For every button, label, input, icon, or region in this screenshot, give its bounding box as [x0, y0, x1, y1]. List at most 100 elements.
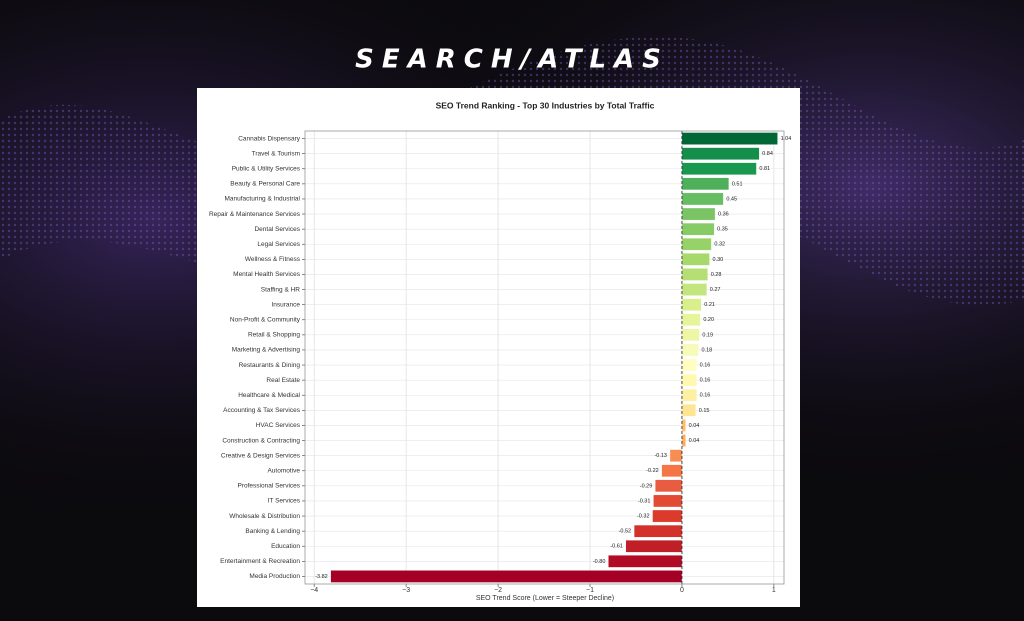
bar-value-label: -0.13 — [654, 453, 667, 459]
chart-title: SEO Trend Ranking - Top 30 Industries by… — [436, 100, 655, 110]
y-tick-label: Education — [271, 543, 300, 550]
brand-logo: SEARCH/ATLAS — [355, 45, 669, 75]
bar — [625, 540, 683, 553]
x-tick-label: −2 — [494, 587, 502, 594]
bar-value-label: -0.52 — [619, 529, 632, 535]
bar — [681, 358, 697, 372]
x-tick-label: −4 — [310, 587, 318, 594]
y-tick-label: Public & Utility Services — [232, 165, 301, 172]
y-tick-label: Wellness & Fitness — [245, 256, 301, 263]
x-tick-label: −3 — [402, 587, 410, 594]
bar-value-label: 0.04 — [689, 438, 700, 444]
y-tick-label: Travel & Tourism — [252, 150, 300, 157]
bar-value-label: -0.22 — [646, 468, 659, 474]
bar-value-label: -0.31 — [638, 498, 651, 504]
bar — [681, 177, 729, 191]
bar-value-label: 0.36 — [718, 212, 729, 218]
bar-value-label: 0.84 — [762, 151, 773, 157]
bar-value-label: 0.16 — [700, 363, 711, 369]
bar — [661, 464, 683, 477]
bar-value-label: 0.21 — [704, 302, 715, 308]
bar — [681, 162, 757, 175]
bar — [652, 509, 683, 523]
bar-value-label: -3.82 — [315, 574, 328, 580]
bar — [330, 570, 683, 583]
bar — [681, 298, 702, 311]
y-tick-label: Cannabis Dispensary — [238, 135, 301, 142]
bar-value-label: 0.45 — [726, 196, 737, 202]
bar — [681, 404, 696, 417]
x-tick-label: 1 — [772, 587, 776, 594]
y-tick-label: Staffing & HR — [261, 286, 301, 293]
bar-value-label: 0.81 — [759, 166, 770, 172]
y-tick-label: Construction & Contracting — [222, 437, 300, 444]
x-tick-label: 0 — [680, 587, 684, 594]
bar-value-label: 0.51 — [732, 181, 743, 187]
bar-value-label: 0.30 — [713, 257, 724, 263]
bar-value-label: 0.32 — [714, 242, 725, 248]
bar — [681, 389, 697, 402]
y-tick-label: IT Services — [268, 498, 301, 505]
bar-value-label: -0.61 — [610, 544, 623, 550]
y-tick-label: Manufacturing & Industrial — [224, 196, 300, 203]
bar — [681, 253, 710, 266]
y-tick-label: Media Production — [249, 573, 300, 580]
y-tick-label: Non-Profit & Community — [230, 316, 301, 323]
y-tick-label: Entertainment & Recreation — [220, 558, 300, 565]
y-tick-label: Creative & Design Services — [221, 452, 301, 459]
bar — [681, 147, 760, 160]
y-tick-label: Healthcare & Medical — [238, 392, 300, 399]
y-tick-label: HVAC Services — [256, 422, 301, 429]
plot-frame — [304, 130, 785, 585]
y-tick-label: Banking & Lending — [245, 528, 300, 535]
y-tick-label: Wholesale & Distribution — [229, 513, 300, 520]
bar — [681, 313, 701, 326]
y-tick-label: Legal Services — [257, 241, 300, 248]
bar-value-label: 0.16 — [700, 393, 711, 399]
bar-value-label: 0.35 — [717, 227, 728, 233]
bar — [681, 419, 686, 432]
bar-value-label: 1.04 — [781, 136, 792, 142]
bar — [681, 373, 697, 387]
bar — [669, 449, 683, 462]
y-tick-label: Repair & Maintenance Services — [209, 211, 301, 218]
bar-value-label: -0.32 — [637, 514, 650, 520]
bar-value-label: 0.15 — [699, 408, 710, 414]
bar — [681, 343, 699, 357]
bar — [681, 132, 778, 145]
y-tick-label: Real Estate — [266, 377, 300, 384]
bar — [653, 494, 683, 508]
bar-value-label: 0.28 — [711, 272, 722, 278]
y-tick-label: Insurance — [271, 301, 300, 308]
bar-value-label: -0.80 — [593, 559, 606, 565]
bar-value-label: -0.29 — [640, 483, 653, 489]
bar — [633, 524, 683, 538]
y-tick-label: Restaurants & Dining — [239, 362, 301, 369]
x-tick-label: −1 — [586, 587, 594, 594]
y-tick-label: Professional Services — [238, 483, 301, 490]
bar — [681, 283, 707, 296]
y-tick-label: Accounting & Tax Services — [223, 407, 301, 414]
bar-value-label: 0.20 — [703, 317, 714, 323]
bar — [681, 268, 708, 281]
bar — [681, 238, 712, 251]
bar — [681, 207, 716, 221]
bar-value-label: 0.18 — [701, 347, 712, 353]
bar-value-label: 0.16 — [700, 378, 711, 384]
y-tick-label: Mental Health Services — [233, 271, 301, 278]
bar-value-label: 0.27 — [710, 287, 721, 293]
bar — [681, 222, 715, 236]
y-tick-label: Beauty & Personal Care — [230, 181, 300, 188]
x-axis-label: SEO Trend Score (Lower = Steeper Decline… — [476, 595, 614, 602]
bar — [608, 555, 683, 568]
bar-value-label: 0.19 — [702, 332, 713, 338]
y-tick-label: Automotive — [267, 467, 300, 474]
y-tick-label: Marketing & Advertising — [232, 347, 301, 354]
y-tick-label: Retail & Shopping — [248, 332, 300, 339]
bar — [681, 192, 724, 206]
bar — [681, 434, 686, 447]
bar-value-label: 0.04 — [689, 423, 700, 429]
bar — [655, 479, 683, 493]
